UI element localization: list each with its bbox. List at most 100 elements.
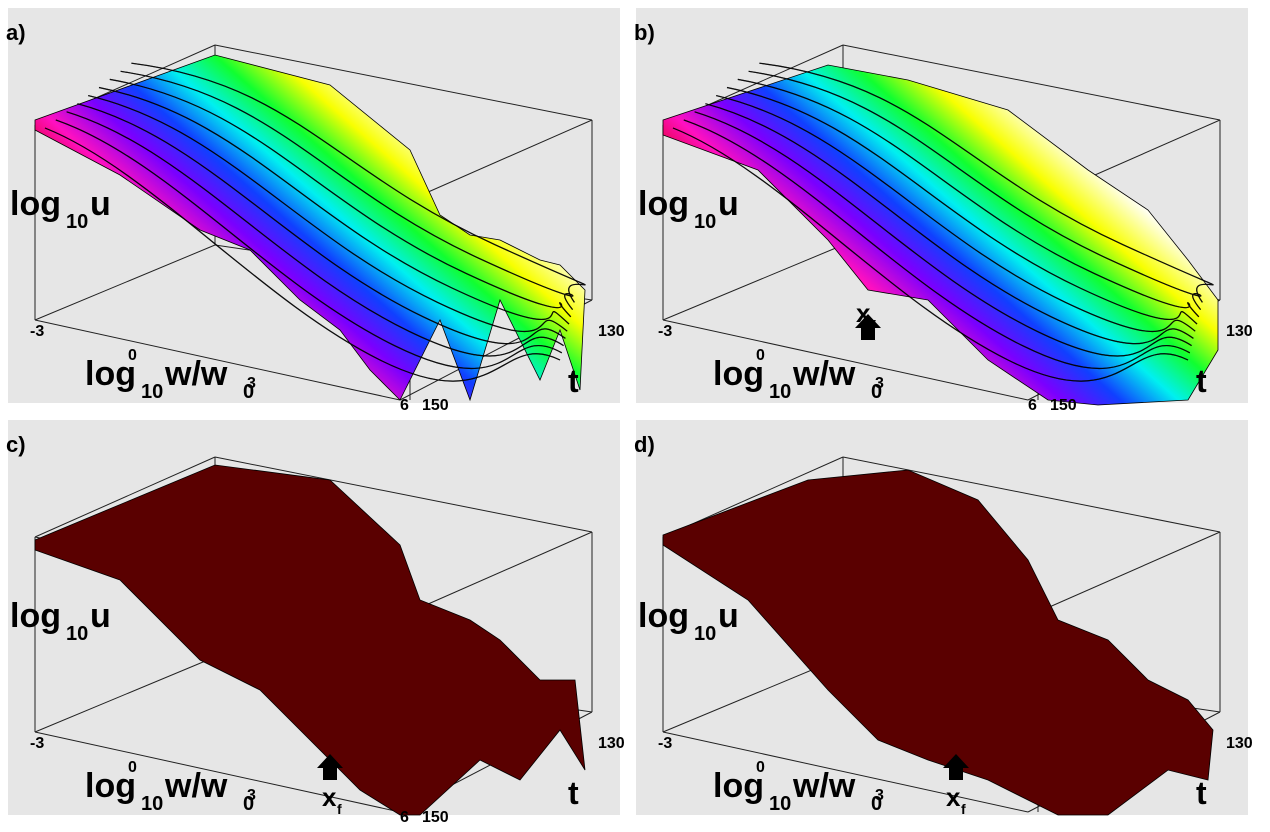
marker-arrow [855,314,881,340]
x-tick-label: 3 [247,375,256,392]
x-label-var: w/w [792,355,856,393]
x-tick-label: -3 [30,323,44,340]
x-tick-label: 3 [875,375,884,392]
surface-fill [34,54,586,402]
contour-line [716,95,1196,333]
axis-box-line [409,119,593,201]
axis-box-line [34,731,401,813]
contour-line [683,119,1191,370]
axis-box-line [842,456,1221,533]
x-label-sub: 10 [769,793,791,815]
axis-box-line [409,531,593,613]
panel-label: d) [634,432,655,457]
t-tick-label: 130 [598,735,625,752]
z-label-base: log [638,185,689,223]
contour-line [44,127,561,382]
x-label-sub: 10 [769,381,791,403]
contour-line [748,70,1202,310]
axis-box-line [34,456,216,538]
t-tick-label: 150 [422,809,449,826]
contour-line [705,103,1194,345]
contour-line [694,111,1192,357]
t-tick-label: 150 [422,397,449,414]
axis-box-line [214,456,593,533]
x-tick-label: 6 [400,809,409,826]
surface [34,62,586,816]
x-label-var: w/w [164,355,228,393]
x-label-var-sub: 0 [871,381,882,403]
contour-line [672,127,1189,382]
z-label-var: u [90,597,111,635]
z-label-var: u [718,185,739,223]
contour-line [109,78,572,318]
surface-fill [662,469,1214,816]
axis-box-line [662,244,844,321]
x-tick-label: 0 [128,347,137,364]
contour-line [759,62,1214,303]
axis-box-line [34,319,401,401]
axis-box-line [842,44,1221,121]
marker-arrow [943,754,969,780]
contour-line [88,95,568,333]
surface-fill [34,464,586,816]
surface [662,62,1214,816]
x-tick-label: -3 [658,735,672,752]
x-label-var: w/w [792,767,856,805]
z-label-base: log [638,597,689,635]
z-label-sub: 10 [66,623,88,645]
marker-base: x [322,782,337,812]
contour-line [737,78,1200,318]
contour-line [66,111,564,357]
contour-line [55,119,563,370]
panel-label: c) [6,432,26,457]
axis-box-line [34,656,216,733]
z-label-sub: 10 [66,211,88,233]
marker-arrow [317,754,343,780]
x-tick-label: 0 [756,347,765,364]
t-tick-label: 130 [1226,323,1253,340]
x-label-var-sub: 0 [243,381,254,403]
panel-label: b) [634,20,655,45]
t-label: t [568,363,579,399]
t-tick-label: 130 [598,323,625,340]
axis-box-line [1037,531,1221,613]
contour-line [98,86,570,325]
t-tick-label: 150 [1050,397,1077,414]
z-label-var: u [718,597,739,635]
x-tick-label: 6 [1028,397,1037,414]
z-label-base: log [10,597,61,635]
z-label-sub: 10 [694,623,716,645]
x-label-var: w/w [164,767,228,805]
z-label-base: log [10,185,61,223]
t-label: t [1196,363,1207,399]
marker-sub: f [961,801,966,817]
x-tick-label: 6 [400,397,409,414]
z-label-sub: 10 [694,211,716,233]
x-label-base: log [85,767,136,805]
axis-box-line [662,319,1029,401]
marker-sub: f [871,317,876,333]
contour-line [726,86,1198,325]
marker-base: x [946,782,961,812]
x-label-var-sub: 0 [243,793,254,815]
marker-base: x [856,298,871,328]
contour-line [120,70,574,310]
x-label-var-sub: 0 [871,793,882,815]
x-tick-label: -3 [30,735,44,752]
x-label-sub: 10 [141,381,163,403]
x-tick-label: 0 [128,759,137,776]
contour-line [131,62,586,303]
x-label-base: log [713,767,764,805]
panel-label: a) [6,20,26,45]
axis-box-line [662,731,1029,813]
surface-fill [662,64,1219,406]
axis-box-line [34,244,216,321]
x-label-sub: 10 [141,793,163,815]
t-tick-label: 130 [1226,735,1253,752]
